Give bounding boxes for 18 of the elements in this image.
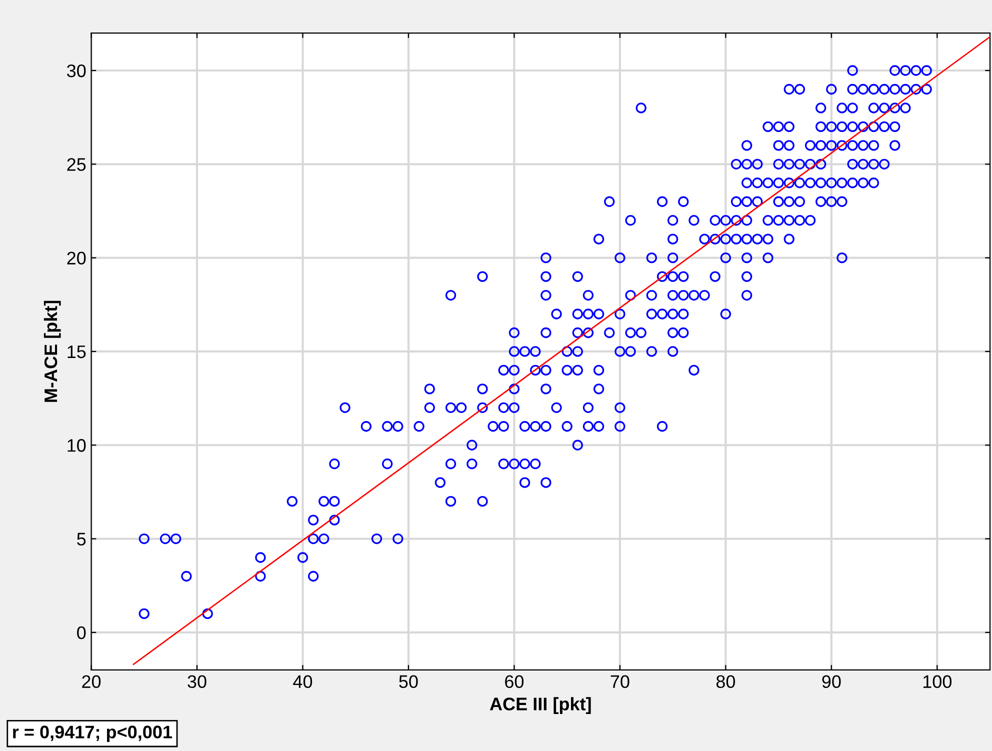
x-tick-label: 60 xyxy=(505,675,524,688)
x-tick-label: 80 xyxy=(716,675,736,688)
y-tick-label: 5 xyxy=(77,532,86,546)
x-tick-label: 40 xyxy=(293,675,312,688)
x-tick-label: 50 xyxy=(399,675,418,688)
x-tick-label: 30 xyxy=(188,675,206,688)
y-tick-label: 0 xyxy=(77,626,86,640)
x-tick-label: 70 xyxy=(610,675,630,688)
y-tick-label: 30 xyxy=(67,64,86,78)
x-tick-label: 90 xyxy=(822,675,841,688)
x-axis-title: ACE III [pkt] xyxy=(490,697,591,714)
y-tick-label: 10 xyxy=(68,439,86,452)
y-tick-label: 25 xyxy=(67,158,86,171)
y-tick-label: 15 xyxy=(68,346,86,358)
text: r = 0,9417; p<0,001 xyxy=(13,726,172,742)
x-tick-label: 100 xyxy=(923,675,952,688)
y-axis-title: M-ACE [pkt] xyxy=(44,300,61,402)
y-tick-label: 20 xyxy=(67,252,86,265)
